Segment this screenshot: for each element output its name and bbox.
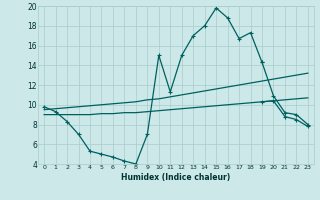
X-axis label: Humidex (Indice chaleur): Humidex (Indice chaleur) bbox=[121, 173, 231, 182]
